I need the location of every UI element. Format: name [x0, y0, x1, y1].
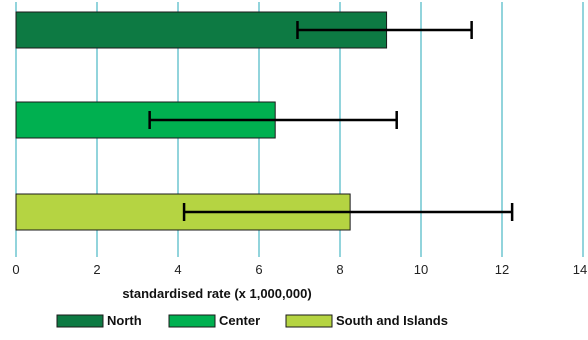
x-tick-label-6: 6	[255, 262, 262, 277]
x-axis-title: standardised rate (x 1,000,000)	[122, 286, 311, 301]
legend: North Center South and Islands	[56, 313, 448, 328]
legend-item-center: Center	[168, 313, 260, 328]
x-tick-label-12: 12	[495, 262, 509, 277]
legend-swatch-center	[168, 314, 216, 328]
legend-label-south-and-islands: South and Islands	[336, 313, 448, 328]
x-tick-label-0: 0	[12, 262, 19, 277]
x-tick-label-8: 8	[336, 262, 343, 277]
legend-item-south-and-islands: South and Islands	[285, 313, 448, 328]
legend-item-north: North	[56, 313, 142, 328]
x-tick-labels: 0 2 4 6 8 10 12 14	[12, 262, 587, 277]
legend-swatch-south-and-islands	[285, 314, 333, 328]
x-tick-label-2: 2	[93, 262, 100, 277]
error-bars	[148, 21, 514, 221]
x-tick-label-4: 4	[174, 262, 181, 277]
error-bar-center	[148, 111, 398, 129]
error-bar-north	[296, 21, 473, 39]
x-tick-label-10: 10	[414, 262, 428, 277]
legend-label-center: Center	[219, 313, 260, 328]
x-tick-label-14: 14	[573, 262, 587, 277]
legend-swatch-north	[56, 314, 104, 328]
error-bar-south-and-islands	[182, 203, 514, 221]
legend-label-north: North	[107, 313, 142, 328]
